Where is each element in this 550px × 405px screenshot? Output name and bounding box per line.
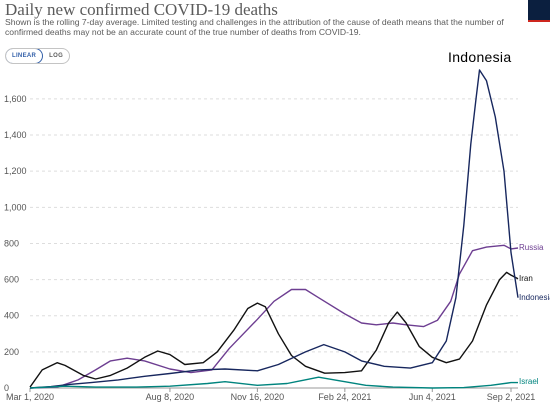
y-tick-label: 400 xyxy=(4,311,19,321)
y-tick-label: 1,000 xyxy=(4,202,27,212)
x-tick-label: Feb 24, 2021 xyxy=(318,392,371,402)
series-line-israel[interactable] xyxy=(29,376,518,389)
series-labels: Russia Iran Indonesia Israel xyxy=(519,243,550,386)
series-lines xyxy=(29,69,519,389)
x-tick-label: Jun 4, 2021 xyxy=(409,392,456,402)
y-axis: 0 200 400 600 800 1,000 1,200 1,400 1,600 xyxy=(4,94,27,393)
series-label-indonesia: Indonesia xyxy=(519,293,550,302)
y-tick-label: 600 xyxy=(4,275,19,285)
y-tick-label: 1,600 xyxy=(4,94,27,104)
linear-scale-button[interactable]: LINEAR xyxy=(6,49,44,63)
y-tick-label: 0 xyxy=(4,383,9,393)
series-line-russia[interactable] xyxy=(29,244,519,389)
y-tick-label: 800 xyxy=(4,238,19,248)
scale-toggle: LINEAR LOG xyxy=(5,48,71,64)
x-tick-label: Sep 2, 2021 xyxy=(487,392,536,402)
series-label-israel: Israel xyxy=(519,377,539,386)
x-tick-label: Nov 16, 2020 xyxy=(231,392,285,402)
x-tick-label: Mar 1, 2020 xyxy=(6,392,54,402)
owid-logo-icon[interactable] xyxy=(528,0,550,22)
x-axis: Mar 1, 2020 Aug 8, 2020 Nov 16, 2020 Feb 24… xyxy=(6,387,536,402)
chart-title: Daily new confirmed COVID-19 deaths xyxy=(5,0,278,19)
gridlines xyxy=(30,98,518,353)
x-tick-label: Aug 8, 2020 xyxy=(146,392,195,402)
series-line-iran[interactable] xyxy=(29,271,519,388)
series-label-russia: Russia xyxy=(519,243,544,252)
series-line-indonesia[interactable] xyxy=(29,69,519,389)
y-tick-label: 1,200 xyxy=(4,166,27,176)
log-scale-button[interactable]: LOG xyxy=(49,53,64,59)
country-overlay-label: Indonesia xyxy=(448,49,512,65)
y-tick-label: 200 xyxy=(4,347,19,357)
y-tick-label: 1,400 xyxy=(4,130,27,140)
chart-subtitle: Shown is the rolling 7-day average. Limi… xyxy=(5,17,504,37)
series-label-iran: Iran xyxy=(519,274,533,283)
